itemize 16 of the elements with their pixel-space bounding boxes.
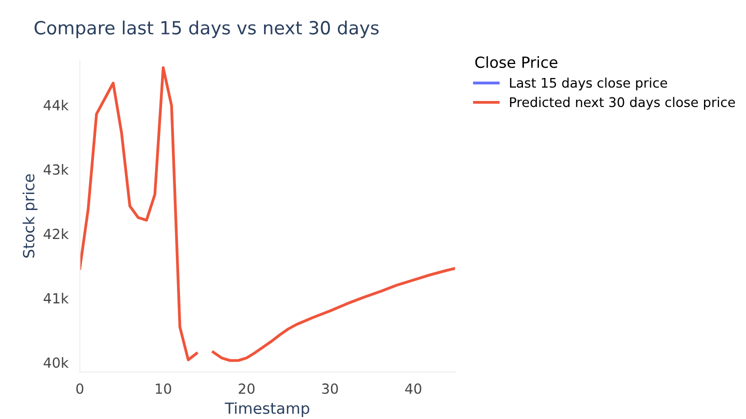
y-tick-label: 43k xyxy=(44,164,69,175)
y-tick-label: 44k xyxy=(44,100,69,110)
chart-title: Compare last 15 days vs next 30 days xyxy=(34,20,379,38)
legend-label: Predicted next 30 days close price xyxy=(510,96,735,110)
legend-title: Close Price xyxy=(475,56,558,68)
y-axis-title: Stock price xyxy=(22,174,38,258)
y-tick-label: 40k xyxy=(44,357,69,368)
x-axis-title: Timestamp xyxy=(224,402,310,417)
x-tick-label: 0 xyxy=(76,383,84,394)
y-tick-label: 41k xyxy=(44,292,69,304)
x-tick-label: 10 xyxy=(156,383,172,394)
x-tick-label: 40 xyxy=(405,383,422,394)
y-tick-label: 42k xyxy=(44,228,69,239)
x-tick-label: 30 xyxy=(322,383,338,394)
legend-label: Last 15 days close price xyxy=(510,78,668,90)
x-tick-label: 20 xyxy=(238,383,255,394)
